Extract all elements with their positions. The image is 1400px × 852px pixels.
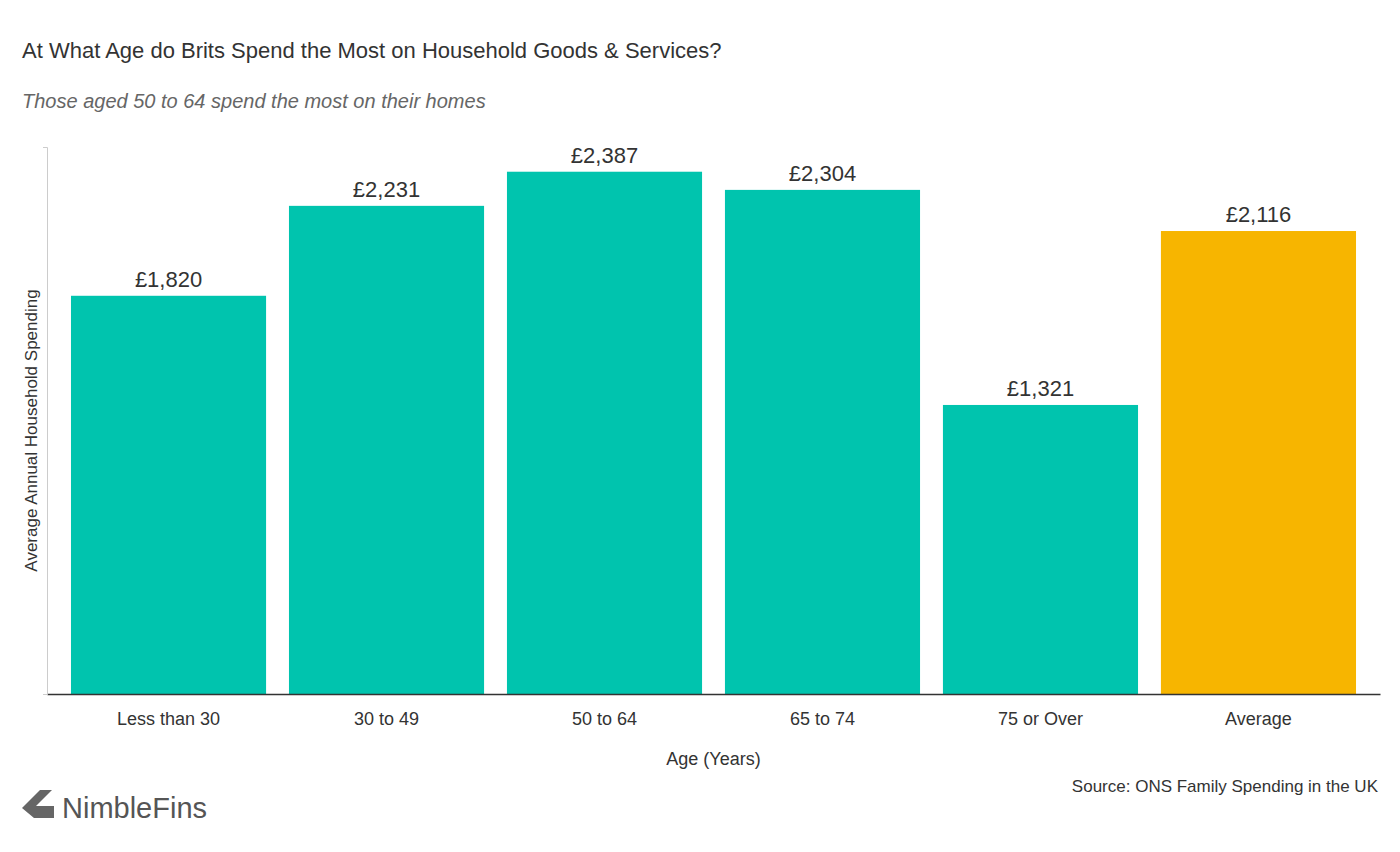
x-axis-line — [48, 694, 1381, 696]
x-axis-title: Age (Years) — [666, 749, 760, 769]
x-tick: Average — [1225, 709, 1292, 729]
data-label: £2,387 — [571, 143, 638, 168]
bar — [289, 206, 484, 694]
y-axis-title: Average Annual Household Spending — [22, 289, 41, 571]
chart: At What Age do Brits Spend the Most on H… — [0, 0, 1400, 852]
bar — [1161, 231, 1356, 694]
x-tick: 75 or Over — [998, 709, 1083, 729]
x-tick-label: 65 to 74 — [790, 709, 855, 729]
x-axis: Less than 30 30 to 49 50 to 64 65 to 74 75 o… — [48, 695, 1381, 729]
data-labels: £1,820 £2,231 £2,387 £2,304 £1,321 £2,116 — [135, 143, 1291, 401]
bar — [725, 190, 920, 694]
y-axis-line — [43, 148, 48, 695]
data-label: £2,116 — [1226, 202, 1292, 227]
x-tick-label: 75 or Over — [998, 709, 1083, 729]
x-tick-label: Average — [1225, 709, 1292, 729]
subtitle: Those aged 50 to 64 spend the most on th… — [22, 90, 486, 112]
title: At What Age do Brits Spend the Most on H… — [22, 38, 722, 63]
x-tick-label: 30 to 49 — [354, 709, 419, 729]
bar — [71, 296, 266, 694]
bar — [507, 172, 702, 694]
bar — [943, 405, 1138, 694]
x-tick-label: 50 to 64 — [572, 709, 637, 729]
logo-icon — [22, 790, 54, 818]
logo-text: NimbleFins — [62, 792, 207, 824]
x-tick: 30 to 49 — [354, 709, 419, 729]
data-label: £1,820 — [135, 267, 202, 292]
bars — [71, 172, 1356, 694]
x-tick: Less than 30 — [117, 709, 220, 729]
data-label: £1,321 — [1007, 376, 1074, 401]
y-axis — [43, 148, 48, 695]
x-tick: 65 to 74 — [790, 709, 855, 729]
logo: NimbleFins — [22, 790, 207, 824]
data-label: £2,231 — [353, 177, 420, 202]
source-note: Source: ONS Family Spending in the UK — [1072, 777, 1379, 796]
x-tick: 50 to 64 — [572, 709, 637, 729]
data-label: £2,304 — [789, 161, 856, 186]
x-tick-label: Less than 30 — [117, 709, 220, 729]
